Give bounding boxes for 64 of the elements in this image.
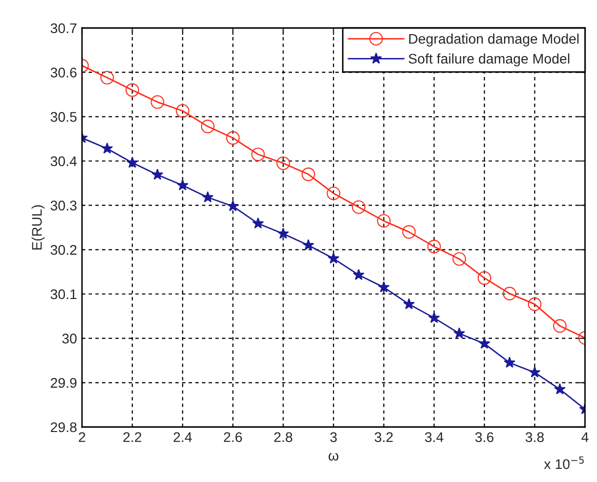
legend-label: Soft failure damage Model	[408, 53, 570, 66]
point	[276, 156, 290, 170]
y-tick-label: 30.3	[50, 200, 77, 211]
x-tick-label: 2.8	[274, 432, 292, 442]
point	[202, 191, 214, 202]
point	[200, 120, 215, 134]
y-tick-label: 30	[62, 334, 77, 344]
point	[553, 319, 567, 333]
point	[428, 312, 440, 323]
x-tick-label: 3.2	[374, 432, 393, 442]
point	[478, 338, 490, 349]
point	[251, 148, 265, 162]
y-tick-label: 30.2	[50, 245, 76, 255]
point	[126, 156, 138, 168]
point	[502, 286, 516, 300]
point	[402, 225, 416, 239]
text: x 10$^{−5}$	[544, 456, 584, 470]
point	[176, 104, 190, 118]
point	[302, 168, 316, 182]
y-tick-label: 30.5	[50, 112, 77, 122]
point	[252, 217, 264, 229]
x-tick-label: 3	[330, 432, 337, 442]
point	[528, 366, 541, 378]
y-tick-label: 30.7	[50, 23, 76, 34]
y-tick-label: 29.8	[50, 422, 77, 432]
x-tick-label: 2.4	[174, 432, 192, 442]
point	[478, 271, 492, 285]
point	[377, 214, 391, 228]
point	[504, 356, 516, 368]
x-tick-label: 2.6	[224, 432, 242, 442]
x-tick-label: 3.4	[424, 432, 444, 442]
point	[452, 252, 466, 266]
point	[226, 131, 240, 145]
point	[176, 179, 188, 190]
point	[453, 327, 466, 338]
x-tick-label: 4	[581, 432, 588, 442]
point	[352, 200, 366, 214]
x-tick-label: 3.8	[526, 432, 544, 442]
y-axis-title: E(RUL)	[32, 205, 45, 250]
point	[101, 142, 113, 154]
point	[152, 168, 164, 180]
point	[126, 83, 140, 97]
point	[352, 268, 364, 280]
y-tick-label: 30.6	[50, 68, 77, 78]
point	[227, 200, 239, 212]
point	[378, 281, 390, 292]
y-tick-label: 30.1	[50, 289, 76, 300]
point	[328, 252, 340, 264]
y-tick-label: 30.4	[50, 156, 77, 166]
x-tick-label: 2	[78, 432, 86, 442]
point	[326, 186, 340, 200]
point	[528, 297, 542, 311]
x-tick-label: 3.6	[475, 432, 494, 442]
point	[277, 228, 290, 239]
y-tick-label: 29.9	[50, 378, 76, 388]
x-axis-title: ω	[328, 452, 338, 461]
legend-label: Degradation damage Model	[409, 34, 579, 47]
point	[403, 298, 415, 310]
point	[427, 240, 441, 254]
point	[150, 95, 164, 109]
point	[554, 383, 566, 394]
point	[100, 70, 114, 84]
x-tick-label: 2.2	[123, 432, 142, 442]
point	[302, 239, 314, 250]
